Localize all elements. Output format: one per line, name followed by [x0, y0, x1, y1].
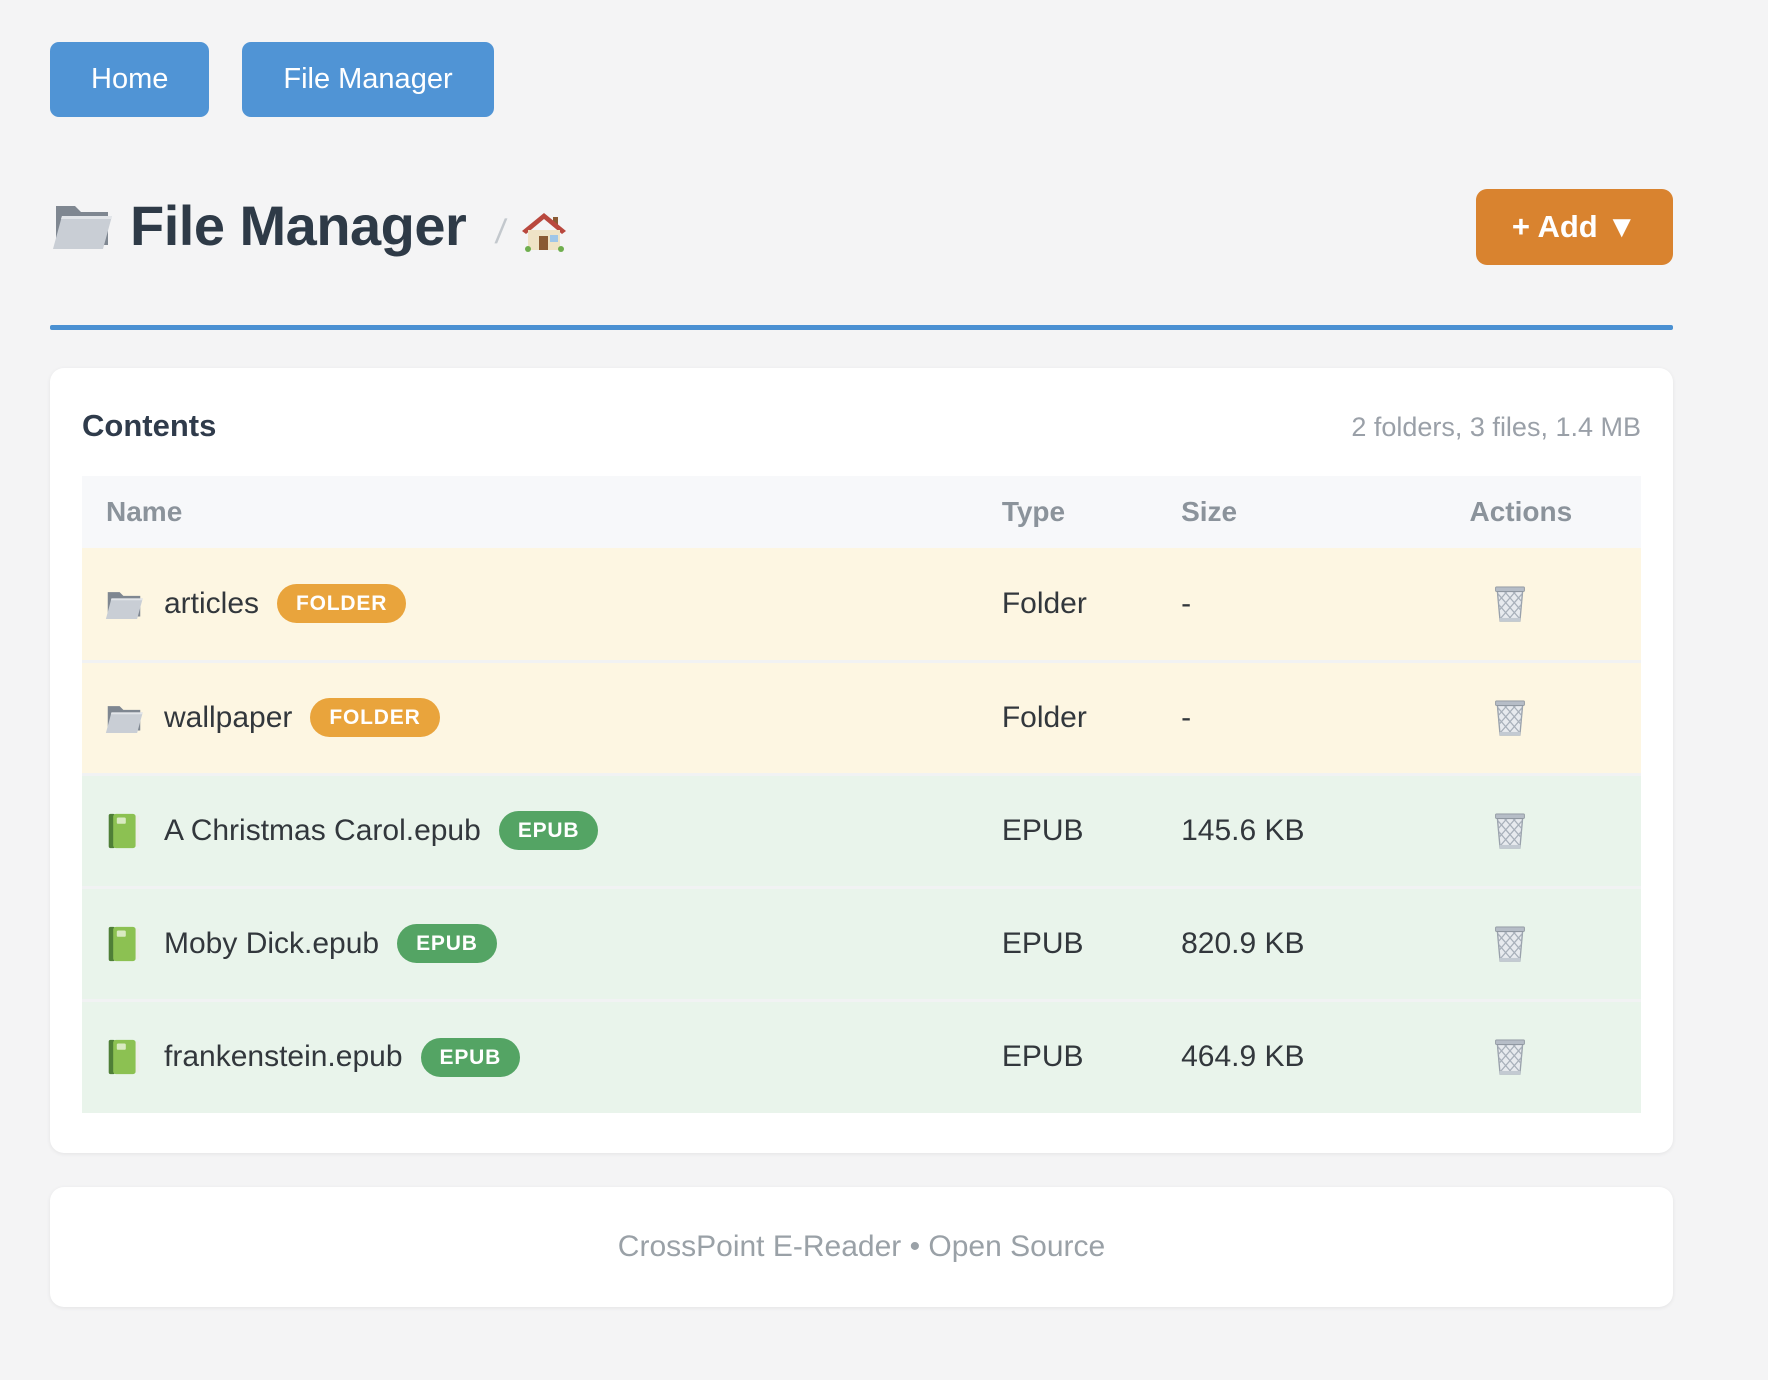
table-row: A Christmas Carol.epub EPUB EPUB 145.6 K…	[82, 774, 1641, 887]
file-name-cell[interactable]: Moby Dick.epub EPUB	[82, 924, 1002, 963]
file-name: articles	[164, 586, 260, 620]
book-icon	[104, 813, 144, 849]
trash-icon	[1492, 810, 1528, 852]
file-name: Moby Dick.epub	[164, 926, 380, 960]
file-name-cell[interactable]: articles FOLDER	[82, 584, 1002, 624]
type-cell: Folder	[1001, 586, 1087, 620]
delete-button[interactable]	[1470, 923, 1528, 965]
folder-badge: FOLDER	[277, 584, 407, 624]
breadcrumb: /	[493, 212, 566, 252]
epub-badge: EPUB	[397, 924, 497, 963]
file-name: wallpaper	[164, 700, 293, 734]
trash-icon	[1492, 1036, 1528, 1078]
contents-summary: 2 folders, 3 files, 1.4 MB	[1351, 412, 1641, 442]
size-cell: 145.6 KB	[1181, 813, 1305, 847]
file-name: frankenstein.epub	[164, 1040, 403, 1074]
table-row: Moby Dick.epub EPUB EPUB 820.9 KB	[82, 887, 1641, 1000]
type-cell: EPUB	[1001, 926, 1084, 960]
column-header-actions: Actions	[1469, 476, 1641, 548]
size-cell: 464.9 KB	[1181, 1040, 1305, 1074]
top-nav: Home File Manager	[50, 0, 1673, 117]
size-cell: -	[1181, 586, 1192, 620]
footer-text: CrossPoint E-Reader • Open Source	[617, 1230, 1106, 1263]
page-container: Home File Manager File Manager / + Add ▼…	[50, 0, 1673, 1307]
delete-button[interactable]	[1470, 583, 1528, 625]
size-cell: -	[1181, 700, 1192, 734]
type-cell: EPUB	[1001, 813, 1084, 847]
folder-icon	[104, 700, 144, 736]
type-cell: Folder	[1001, 700, 1087, 734]
file-name: A Christmas Carol.epub	[164, 813, 481, 847]
page-title: File Manager	[130, 193, 467, 257]
nav-home-button[interactable]: Home	[50, 42, 210, 117]
contents-title: Contents	[82, 408, 217, 443]
file-name-cell[interactable]: A Christmas Carol.epub EPUB	[82, 811, 1002, 850]
trash-icon	[1492, 923, 1528, 965]
nav-file-manager-button[interactable]: File Manager	[242, 42, 494, 117]
file-name-cell[interactable]: frankenstein.epub EPUB	[82, 1037, 1002, 1077]
page-header: File Manager / + Add ▼	[50, 185, 1673, 265]
folder-badge: FOLDER	[310, 698, 440, 737]
book-icon	[104, 1039, 144, 1075]
contents-card-header: Contents 2 folders, 3 files, 1.4 MB	[82, 408, 1641, 448]
file-table: Name Type Size Actions articles FOLDER F…	[82, 476, 1641, 1113]
table-row: frankenstein.epub EPUB EPUB 464.9 KB	[82, 1000, 1641, 1113]
column-header-name: Name	[82, 476, 1002, 548]
epub-badge: EPUB	[420, 1037, 521, 1077]
trash-icon	[1492, 697, 1528, 739]
open-folder-icon	[50, 197, 114, 253]
epub-badge: EPUB	[498, 811, 599, 850]
table-row: articles FOLDER Folder -	[82, 548, 1641, 661]
column-header-type: Type	[1001, 476, 1182, 548]
column-header-size: Size	[1181, 476, 1470, 548]
folder-icon	[104, 586, 144, 622]
house-icon[interactable]	[522, 212, 566, 252]
size-cell: 820.9 KB	[1181, 926, 1305, 960]
contents-card: Contents 2 folders, 3 files, 1.4 MB Name…	[50, 368, 1673, 1153]
trash-icon	[1492, 583, 1528, 625]
delete-button[interactable]	[1470, 697, 1528, 739]
file-name-cell[interactable]: wallpaper FOLDER	[82, 698, 1002, 737]
breadcrumb-separator: /	[493, 212, 509, 251]
type-cell: EPUB	[1001, 1040, 1084, 1074]
table-row: wallpaper FOLDER Folder -	[82, 661, 1641, 774]
book-icon	[104, 926, 144, 962]
table-header-row: Name Type Size Actions	[82, 476, 1641, 548]
delete-button[interactable]	[1470, 1036, 1528, 1078]
add-button[interactable]: + Add ▼	[1475, 189, 1673, 265]
delete-button[interactable]	[1470, 810, 1528, 852]
header-divider	[50, 325, 1673, 330]
footer: CrossPoint E-Reader • Open Source	[50, 1187, 1673, 1307]
